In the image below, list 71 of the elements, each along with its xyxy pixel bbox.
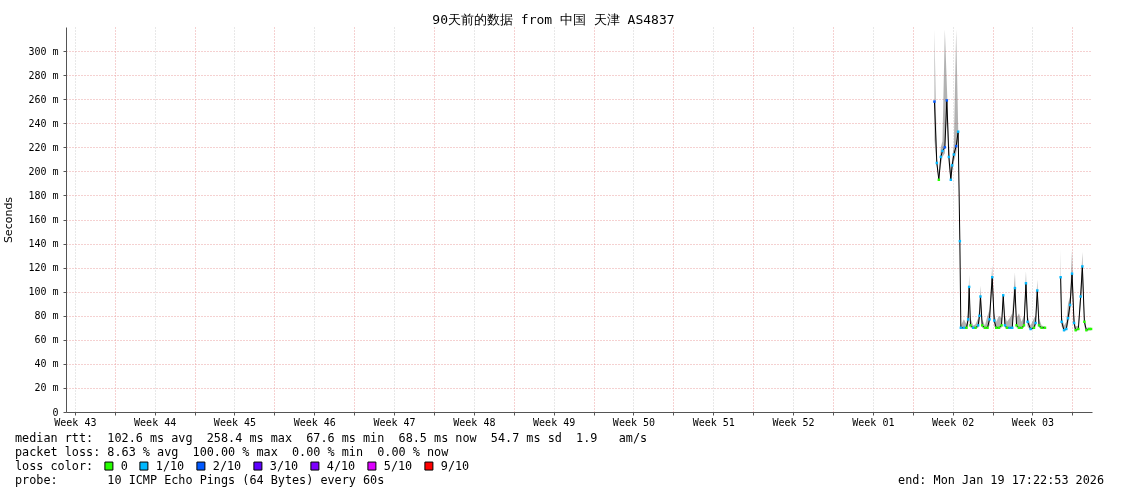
y-tick-label: 160 m xyxy=(28,214,59,225)
x-tick-label: Week 50 xyxy=(612,416,656,428)
legend-title: loss color: xyxy=(15,459,94,473)
y-tick-label: 180 m xyxy=(28,189,59,201)
point xyxy=(992,319,996,322)
text: probe: 10 ICMP Echo Pings (64 Bytes) every 60s xyxy=(15,473,385,487)
x-tick-label: Week 51 xyxy=(692,416,735,428)
point xyxy=(1037,324,1041,327)
y-tick-label: 260 m xyxy=(28,93,59,105)
y-tick-label: 20 m xyxy=(34,382,59,394)
point xyxy=(1022,324,1026,327)
y-tick-label: 100 m xyxy=(28,286,59,298)
legend-label: 9/10 xyxy=(440,459,470,474)
x-tick-label: Week 52 xyxy=(772,416,815,428)
y-tick-label: 220 m xyxy=(28,141,59,153)
point xyxy=(956,130,960,133)
y-axis-title: Seconds xyxy=(2,196,16,244)
x-tick-label: Week 45 xyxy=(213,416,257,428)
y-tick-label: 280 m xyxy=(28,69,59,81)
point xyxy=(1077,327,1080,331)
legend-label: 2/10 xyxy=(212,459,242,474)
point xyxy=(1026,320,1029,323)
x-tick-label: Week 48 xyxy=(453,416,496,428)
point xyxy=(988,318,991,321)
x-tick-label: Week 03 xyxy=(1011,416,1055,428)
point xyxy=(952,153,956,156)
point xyxy=(943,146,947,149)
point xyxy=(1034,321,1037,325)
point xyxy=(1079,295,1082,298)
text: median rtt: 102.6 ms avg 258.4 ms max 67.6 ms min 68.5 ms now 54.7 ms sd 1.9 am/s xyxy=(15,431,648,445)
point xyxy=(945,99,949,102)
chart-title: 90天前的数据 from 中国 天津 AS4837 xyxy=(432,12,675,27)
legend-label: 1/10 xyxy=(155,459,185,474)
point xyxy=(1029,327,1032,331)
y-tick-label: 60 m xyxy=(34,334,59,346)
point xyxy=(1074,328,1077,332)
point xyxy=(1081,265,1084,268)
y-tick-label: 80 m xyxy=(34,310,59,322)
point xyxy=(933,100,936,103)
point xyxy=(1002,294,1005,297)
x-tick-label: Week 43 xyxy=(54,416,97,428)
x-tick-label: Week 46 xyxy=(293,416,336,428)
point xyxy=(966,318,970,321)
point xyxy=(978,314,981,317)
y-tick-label: 240 m xyxy=(28,117,59,129)
point xyxy=(1040,326,1043,330)
y-tick-label: 140 m xyxy=(28,238,59,250)
point xyxy=(1070,272,1074,275)
y-tick-label: 200 m xyxy=(28,165,59,177)
legend-label: 0 xyxy=(120,459,128,474)
text: end: Mon Jan 19 17:22:53 2026 xyxy=(898,473,1104,487)
y-tick-label: 0 xyxy=(52,406,59,418)
legend-label: 4/10 xyxy=(326,459,356,474)
point xyxy=(941,149,944,153)
legend-label: 3/10 xyxy=(269,459,299,474)
x-tick-label: Week 02 xyxy=(932,416,975,428)
point xyxy=(1060,320,1063,323)
point xyxy=(979,295,982,298)
text: packet loss: 8.63 % avg 100.00 % max 0.00 % min 0.00 % now xyxy=(15,445,450,459)
point xyxy=(950,164,954,167)
point xyxy=(1036,289,1039,292)
point xyxy=(1083,320,1086,323)
y-tick-label: 300 m xyxy=(28,45,59,57)
x-tick-label: Week 49 xyxy=(533,416,576,428)
x-tick-label: Week 44 xyxy=(134,416,177,428)
point xyxy=(1059,276,1062,279)
y-tick-label: 40 m xyxy=(34,358,59,370)
x-tick-label: Week 01 xyxy=(852,416,895,428)
legend-label: 5/10 xyxy=(383,459,413,474)
y-tick-label: 120 m xyxy=(28,262,59,274)
x-tick-label: Week 47 xyxy=(373,416,416,428)
